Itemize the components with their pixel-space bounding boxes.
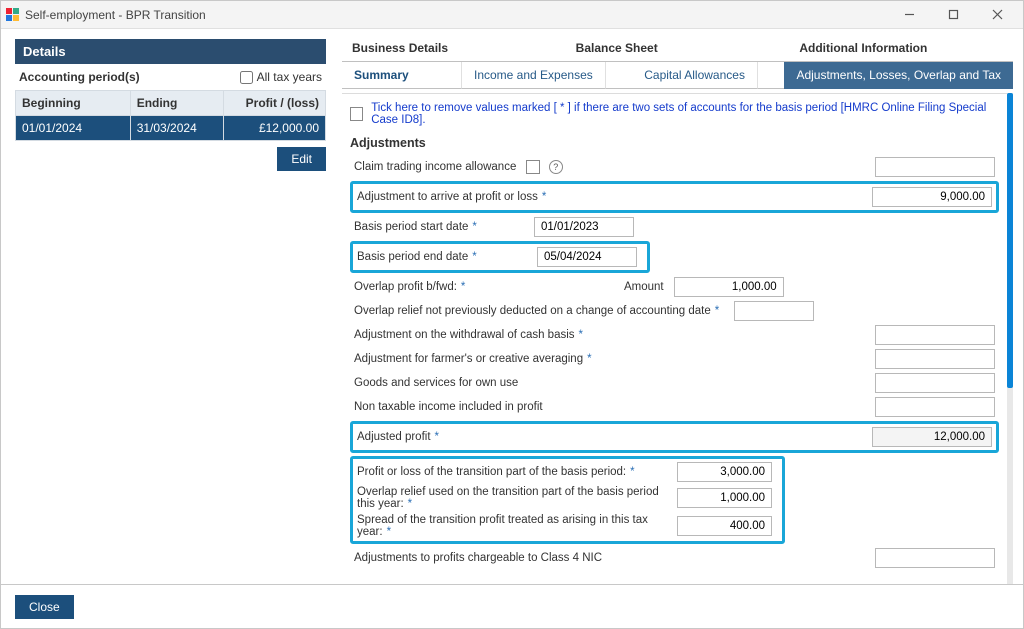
class4-field[interactable] [875,548,995,568]
overlap-not-deducted-label: Overlap relief not previously deducted o… [354,305,734,317]
section-adjustments: Adjustments [350,136,999,150]
transition-spread-field[interactable] [677,516,772,536]
claim-allowance-label: Claim trading income allowance ? [354,160,694,174]
close-window-button[interactable] [975,2,1019,28]
col-ending: Ending [130,91,223,116]
col-beginning: Beginning [16,91,131,116]
col-profit-loss: Profit / (loss) [223,91,325,116]
farmer-avg-label: Adjustment for farmer's or creative aver… [354,353,694,365]
basis-end-field[interactable] [537,247,637,267]
overlap-not-deducted-field[interactable] [734,301,814,321]
subtab-adjustments[interactable]: Adjustments, Losses, Overlap and Tax [784,62,1013,89]
claim-allowance-field[interactable] [875,157,995,177]
adj-profit-loss-label: Adjustment to arrive at profit or loss* [357,191,697,203]
app-logo-icon [5,8,19,22]
class4-label: Adjustments to profits chargeable to Cla… [354,552,694,564]
transition-pl-field[interactable] [677,462,772,482]
subtab-summary[interactable]: Summary [342,62,462,89]
window-title: Self-employment - BPR Transition [25,8,206,22]
tab-balance-sheet[interactable]: Balance Sheet [566,35,790,62]
overlap-bfwd-amount-label: Amount [624,281,664,293]
non-taxable-field[interactable] [875,397,995,417]
remove-star-checkbox[interactable] [350,107,363,121]
remove-star-hint: Tick here to remove values marked [ * ] … [371,102,999,126]
tab-business-details[interactable]: Business Details [342,35,566,62]
period-row[interactable]: 01/01/2024 31/03/2024 £12,000.00 [16,116,326,141]
cell-ending: 31/03/2024 [130,116,223,141]
left-pane: Details Accounting period(s) All tax yea… [1,29,336,584]
basis-start-field[interactable] [534,217,634,237]
all-tax-years-label: All tax years [257,70,322,84]
claim-allowance-checkbox[interactable] [526,160,540,174]
transition-pl-label: Profit or loss of the transition part of… [357,466,677,478]
help-icon[interactable]: ? [549,160,563,174]
farmer-avg-field[interactable] [875,349,995,369]
cell-profit-loss: £12,000.00 [223,116,325,141]
minimize-button[interactable] [887,2,931,28]
form-area: Tick here to remove values marked [ * ] … [342,93,1007,584]
titlebar: Self-employment - BPR Transition [1,1,1023,29]
subtab-capital-allowances[interactable]: Capital Allowances [632,62,758,89]
withdrawal-cash-label: Adjustment on the withdrawal of cash bas… [354,329,694,341]
non-taxable-label: Non taxable income included in profit [354,401,694,413]
scrollbar[interactable] [1007,93,1013,584]
edit-button[interactable]: Edit [277,147,326,171]
footer: Close [1,584,1023,628]
all-tax-years-checkbox[interactable] [240,71,253,84]
transition-spread-label: Spread of the transition profit treated … [357,514,677,538]
cell-beginning: 01/01/2024 [16,116,131,141]
tab-additional-info[interactable]: Additional Information [789,35,1013,62]
periods-table: Beginning Ending Profit / (loss) 01/01/2… [15,90,326,141]
transition-overlap-label: Overlap relief used on the transition pa… [357,486,677,510]
basis-start-label: Basis period start date* [354,221,534,233]
overlap-bfwd-label: Overlap profit b/fwd:* [354,281,624,293]
subtab-income-expenses[interactable]: Income and Expenses [462,62,606,89]
withdrawal-cash-field[interactable] [875,325,995,345]
transition-overlap-field[interactable] [677,488,772,508]
goods-own-label: Goods and services for own use [354,377,694,389]
details-header: Details [15,39,326,64]
overlap-bfwd-field[interactable] [674,277,784,297]
goods-own-field[interactable] [875,373,995,393]
adjusted-profit-field [872,427,992,447]
right-pane: Business Details Balance Sheet Additiona… [336,29,1023,584]
basis-end-label: Basis period end date* [357,251,537,263]
accounting-periods-label: Accounting period(s) [19,70,140,84]
adj-profit-loss-field[interactable] [872,187,992,207]
close-button[interactable]: Close [15,595,74,619]
maximize-button[interactable] [931,2,975,28]
scrollbar-thumb[interactable] [1007,93,1013,388]
adjusted-profit-label: Adjusted profit* [357,431,697,443]
